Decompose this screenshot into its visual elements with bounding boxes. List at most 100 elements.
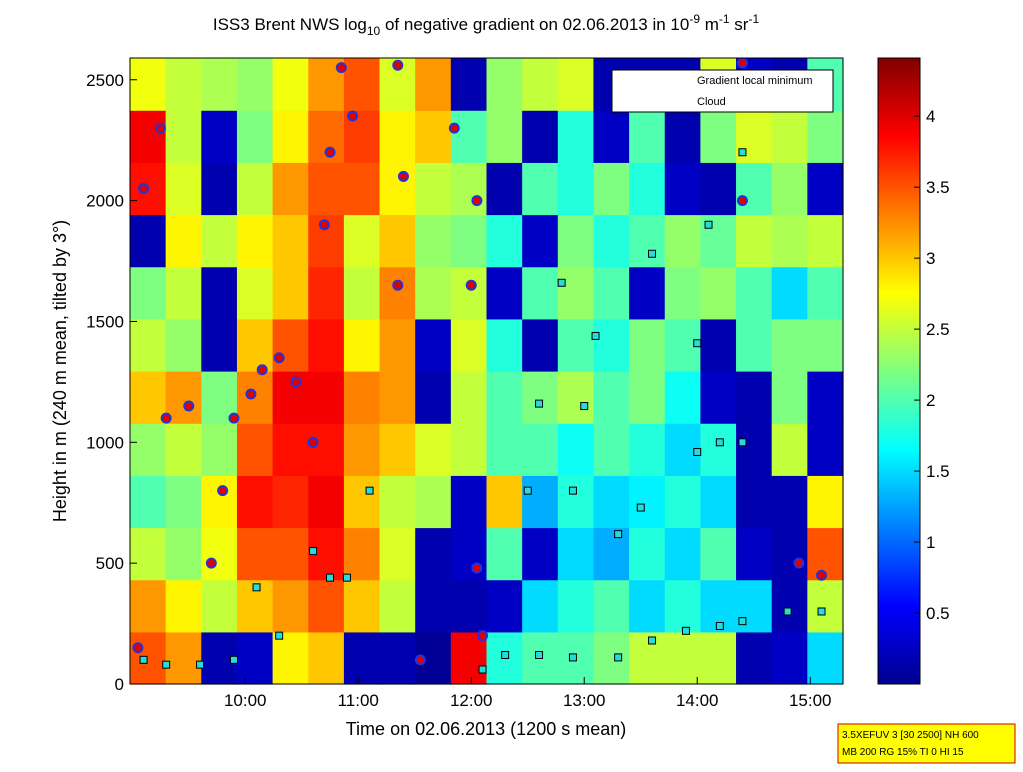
- colorbar-tick-label: 2.5: [926, 320, 950, 339]
- heatmap-cell: [557, 579, 595, 633]
- legend-label: Gradient local minimum: [697, 75, 813, 87]
- heatmap-cell: [807, 266, 844, 320]
- heatmap-cell: [557, 162, 595, 216]
- cloud-point: [324, 146, 336, 158]
- heatmap-cell: [557, 266, 595, 320]
- info-box: [837, 723, 1016, 764]
- heatmap-cell: [379, 475, 416, 529]
- heatmap-cell: [236, 423, 274, 476]
- y-tick-label: 500: [96, 554, 124, 573]
- heatmap-cell: [130, 527, 167, 581]
- heatmap-cell: [450, 371, 488, 424]
- heatmap-cell: [201, 266, 238, 320]
- heatmap-cell: [486, 162, 523, 216]
- cloud-point: [138, 183, 150, 195]
- x-tick-label: 11:00: [338, 691, 379, 710]
- heatmap-cell: [771, 579, 808, 633]
- gradient-minimum-point: [738, 148, 747, 157]
- heatmap-cell: [736, 631, 773, 685]
- heatmap-cell: [593, 527, 630, 581]
- heatmap-cell: [130, 579, 167, 633]
- heatmap-cell: [771, 214, 808, 268]
- heatmap-cell: [236, 527, 274, 581]
- heatmap-cell: [415, 475, 452, 529]
- heatmap-cell: [379, 423, 416, 476]
- heatmap-cell: [486, 579, 523, 633]
- title-part: -1: [748, 12, 759, 26]
- x-tick-label: 12:00: [450, 691, 493, 710]
- gradient-minimum-point: [275, 631, 284, 640]
- gradient-minimum-point: [715, 438, 724, 447]
- heatmap-cell: [379, 371, 416, 424]
- title-part: sr: [730, 15, 749, 34]
- heatmap-cell: [593, 162, 630, 216]
- heatmap-cell: [700, 423, 737, 476]
- cloud-point: [245, 388, 257, 400]
- heatmap-cell: [807, 162, 844, 216]
- heatmap-cell: [522, 371, 559, 424]
- heatmap-cell: [415, 371, 452, 424]
- heatmap-cell: [343, 162, 381, 216]
- heatmap-cell: [343, 58, 381, 111]
- heatmap-cell: [807, 423, 844, 476]
- heatmap-cell: [629, 214, 666, 268]
- heatmap-cell: [272, 579, 309, 633]
- heatmap-cell: [807, 475, 844, 529]
- heatmap-cell: [308, 631, 345, 685]
- heatmap-cell: [771, 162, 808, 216]
- heatmap-cell: [272, 475, 309, 529]
- gradient-minimum-point: [478, 665, 487, 674]
- heatmap-cell: [486, 423, 523, 476]
- cloud-point: [217, 485, 229, 497]
- heatmap-cell: [736, 527, 773, 581]
- heatmap-cell: [593, 266, 630, 320]
- gradient-minimum-point: [309, 547, 318, 556]
- heatmap-cell: [522, 58, 559, 111]
- heatmap-cell: [379, 110, 416, 163]
- heatmap-cell: [557, 475, 595, 529]
- heatmap-cell: [236, 266, 274, 320]
- heatmap-cell: [486, 110, 523, 163]
- heatmap-cell: [593, 371, 630, 424]
- chart-title: ISS3 Brent NWS log10 of negative gradien…: [213, 12, 760, 38]
- heatmap-cell: [664, 475, 701, 529]
- heatmap-cell: [415, 58, 452, 111]
- heatmap-cell: [165, 371, 202, 424]
- colorbar-tick-label: 4: [926, 107, 935, 126]
- heatmap-cell: [450, 162, 488, 216]
- heatmap-cell: [272, 527, 309, 581]
- heatmap-cell: [557, 214, 595, 268]
- x-tick-label: 14:00: [676, 691, 719, 710]
- heatmap-cell: [664, 162, 701, 216]
- gradient-minimum-point: [648, 249, 657, 258]
- colorbar-tick-label: 1.5: [926, 462, 950, 481]
- heatmap-cell: [557, 371, 595, 424]
- cloud-point: [793, 557, 805, 569]
- colorbar-tick-label: 0.5: [926, 604, 950, 623]
- heatmap-cell: [130, 631, 167, 685]
- heatmap-cell: [522, 475, 559, 529]
- heatmap-cell: [130, 214, 167, 268]
- heatmap-cell: [486, 371, 523, 424]
- cloud-point: [155, 122, 167, 134]
- gradient-minimum-point: [535, 650, 544, 659]
- gradient-minimum-point: [326, 573, 335, 582]
- gradient-minimum-point: [568, 486, 577, 495]
- heatmap-cell: [308, 371, 345, 424]
- heatmap-cell: [236, 631, 274, 685]
- cloud-point: [471, 562, 483, 574]
- gradient-minimum-point: [557, 278, 566, 287]
- heatmap-cell: [736, 266, 773, 320]
- heatmap-cell: [415, 162, 452, 216]
- colorbar-tick-label: 3.5: [926, 178, 950, 197]
- heatmap-cell: [450, 214, 488, 268]
- heatmap-cell: [664, 266, 701, 320]
- heatmap-cell: [629, 423, 666, 476]
- heatmap-cell: [130, 110, 167, 163]
- gradient-minimum-point: [139, 655, 148, 664]
- heatmap-cell: [379, 162, 416, 216]
- heatmap-cell: [557, 423, 595, 476]
- plot-frame: [129, 57, 844, 685]
- heatmap-cell: [308, 579, 345, 633]
- cloud-point: [397, 170, 409, 182]
